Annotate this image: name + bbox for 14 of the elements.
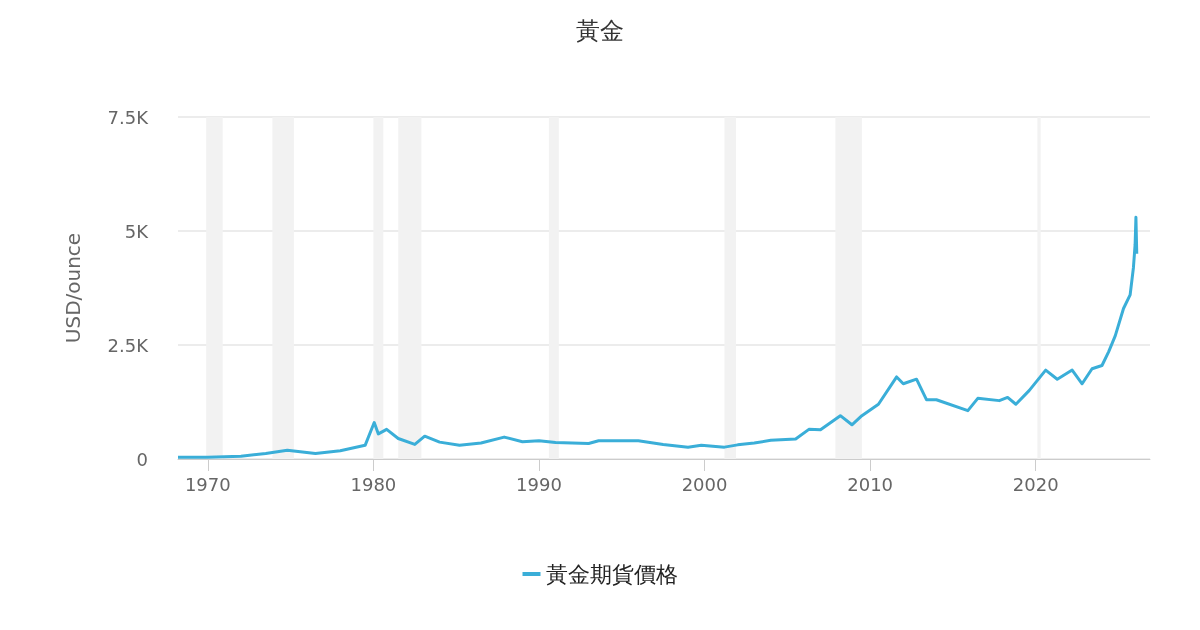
y-tick-label: 5K: [124, 220, 150, 242]
y-tick-label: 0: [136, 448, 148, 470]
x-tick-label: 1990: [516, 473, 562, 495]
y-axis-title: USD/ounce: [61, 232, 85, 344]
y-tick-label: 2.5K: [107, 334, 150, 356]
x-tick-label: 2010: [847, 473, 894, 495]
x-tick-label: 1970: [184, 473, 231, 495]
line-series: [176, 215, 1139, 459]
legend-label: 黃金期貨價格: [545, 561, 678, 587]
chart-title: 黃金: [576, 17, 624, 45]
x-tick-label: 2020: [1012, 473, 1059, 495]
x-tick-label: 2000: [681, 473, 728, 495]
y-tick-label: 7.5K: [107, 106, 150, 128]
x-tick-label: 1980: [350, 473, 397, 495]
